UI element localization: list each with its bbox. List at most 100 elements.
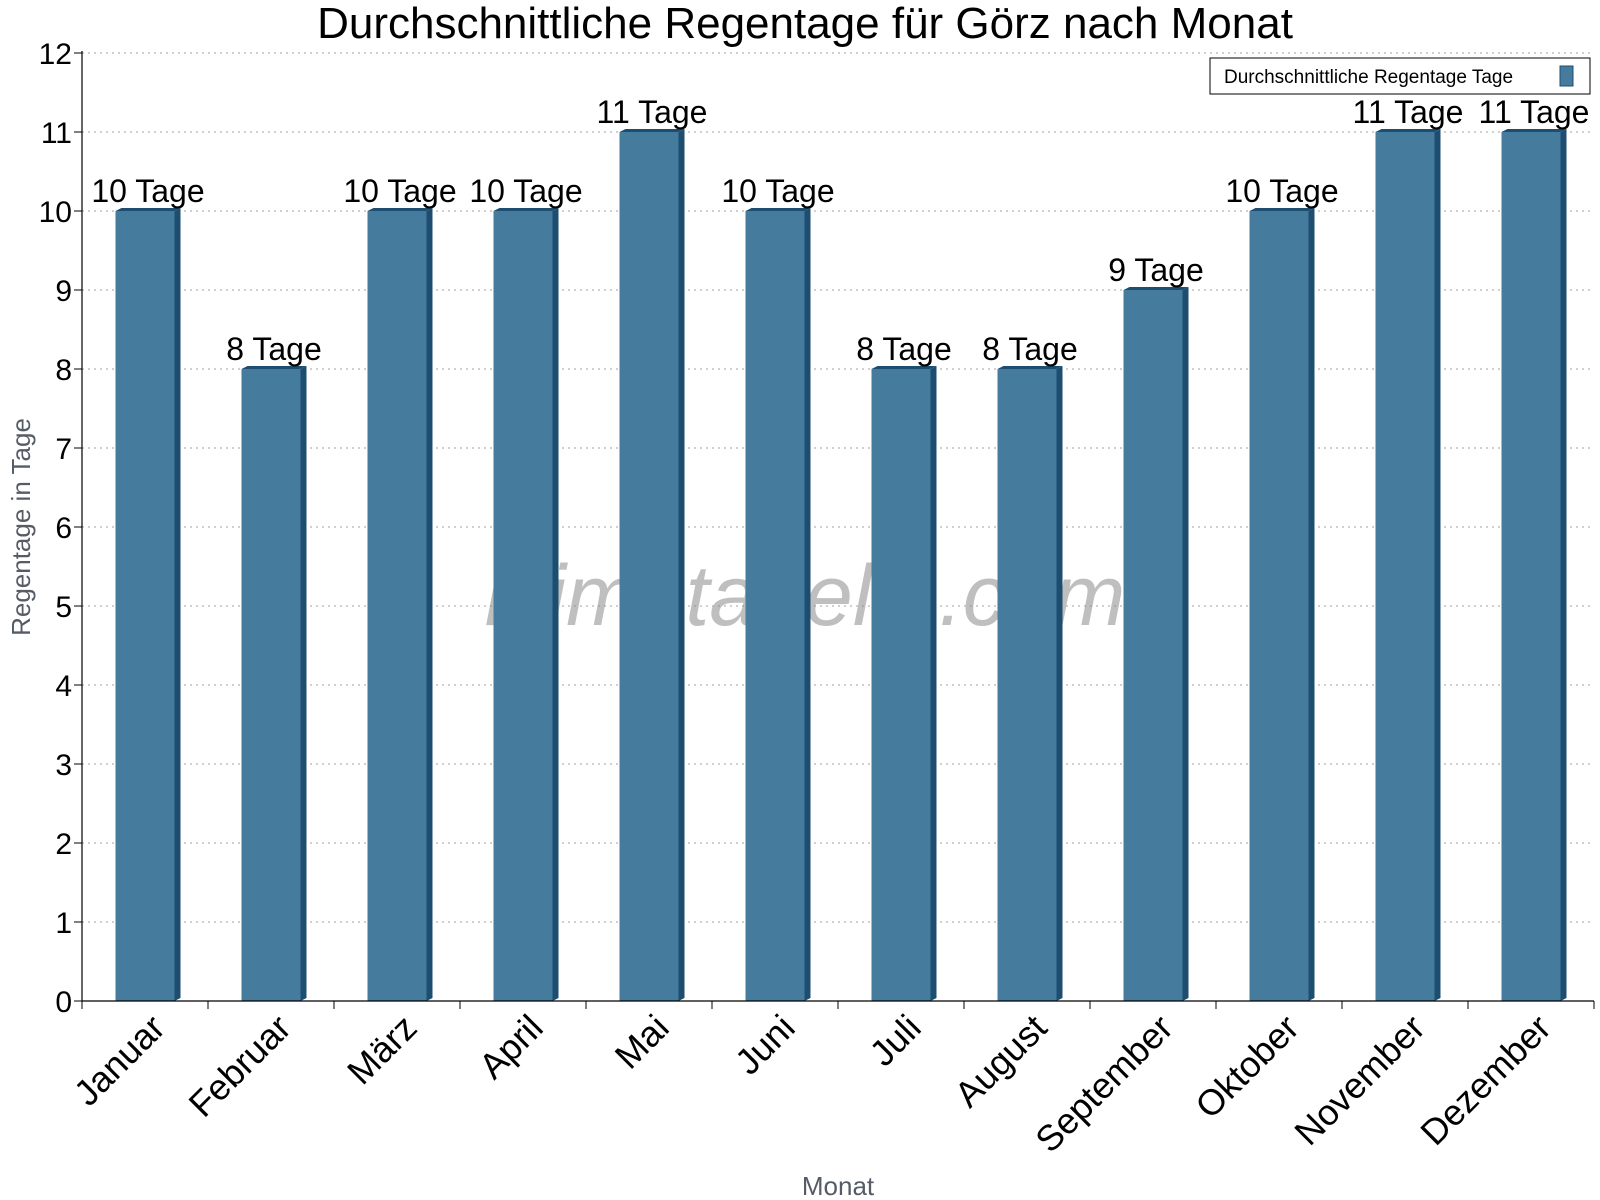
bar bbox=[367, 211, 427, 1001]
bar-top bbox=[1123, 287, 1189, 290]
bar-februar bbox=[241, 366, 307, 1001]
y-tick-label: 6 bbox=[55, 512, 72, 545]
y-tick-label: 1 bbox=[55, 907, 72, 940]
data-label: 11 Tage bbox=[597, 94, 708, 130]
x-tick-label: September bbox=[1027, 1007, 1181, 1161]
y-tick-label: 0 bbox=[55, 986, 72, 1019]
bar-side bbox=[1056, 366, 1063, 1001]
bar-januar bbox=[115, 208, 181, 1001]
bar-top bbox=[1501, 129, 1567, 132]
bar-juli bbox=[871, 366, 937, 1001]
data-label: 10 Tage bbox=[1225, 173, 1338, 209]
bar-april bbox=[493, 208, 559, 1001]
data-labels: 10 Tage 8 Tage 10 Tage 10 Tage 11 Tage 10 Tag… bbox=[91, 94, 1589, 367]
data-label: 8 Tage bbox=[226, 331, 322, 367]
x-tick-label: Juni bbox=[727, 1007, 803, 1083]
y-tick-label: 9 bbox=[55, 275, 72, 308]
bar-side bbox=[1308, 208, 1315, 1001]
bar bbox=[493, 211, 553, 1001]
bar-november bbox=[1375, 129, 1441, 1001]
data-label: 9 Tage bbox=[1108, 252, 1204, 288]
bar bbox=[115, 211, 175, 1001]
data-label: 11 Tage bbox=[1353, 94, 1464, 130]
bar-august bbox=[997, 366, 1063, 1001]
bar-top bbox=[493, 208, 559, 211]
bar-top bbox=[367, 208, 433, 211]
x-tick-label: November bbox=[1286, 1007, 1432, 1153]
data-label: 8 Tage bbox=[982, 331, 1078, 367]
x-tick-label: Januar bbox=[66, 1007, 173, 1114]
x-tick-label: Mai bbox=[607, 1007, 677, 1077]
y-tick-label: 10 bbox=[39, 196, 72, 229]
legend-swatch bbox=[1559, 65, 1574, 87]
legend: Durchschnittliche Regentage Tage bbox=[1209, 57, 1591, 95]
bar-top bbox=[1375, 129, 1441, 132]
y-tick-label: 4 bbox=[55, 670, 72, 703]
y-axis-label: Regentage in Tage bbox=[6, 418, 36, 636]
bar-top bbox=[619, 129, 685, 132]
bar-top bbox=[871, 366, 937, 369]
legend-box bbox=[1209, 57, 1591, 95]
bar-oktober bbox=[1249, 208, 1315, 1001]
bar-september bbox=[1123, 287, 1189, 1001]
data-label: 10 Tage bbox=[91, 173, 204, 209]
data-label: 11 Tage bbox=[1479, 94, 1590, 130]
chart-title: Durchschnittliche Regentage für Görz nac… bbox=[317, 0, 1293, 48]
bar-side bbox=[1560, 129, 1567, 1001]
y-tick-label: 7 bbox=[55, 433, 72, 466]
y-tick-label: 11 bbox=[41, 117, 72, 150]
y-tick-label: 3 bbox=[55, 749, 72, 782]
bar-side bbox=[678, 129, 685, 1001]
legend-entry-label: Durchschnittliche Regentage Tage bbox=[1224, 67, 1513, 88]
bar-side bbox=[930, 366, 937, 1001]
bar bbox=[619, 132, 679, 1001]
bar-top bbox=[115, 208, 181, 211]
data-label: 8 Tage bbox=[856, 331, 952, 367]
bar bbox=[1375, 132, 1435, 1001]
bar bbox=[1249, 211, 1309, 1001]
y-tick-label: 8 bbox=[55, 354, 72, 387]
data-label: 10 Tage bbox=[469, 173, 582, 209]
bar-side bbox=[552, 208, 559, 1001]
bars bbox=[115, 129, 1567, 1001]
bar-side bbox=[1182, 287, 1189, 1001]
x-tick-label: Oktober bbox=[1187, 1007, 1307, 1127]
bar-side bbox=[426, 208, 433, 1001]
x-tick-label: April bbox=[471, 1007, 551, 1087]
bar-side bbox=[174, 208, 181, 1001]
y-tick-label: 2 bbox=[55, 828, 72, 861]
bar bbox=[241, 369, 301, 1001]
bar bbox=[997, 369, 1057, 1001]
x-tick-label: Dezember bbox=[1412, 1007, 1558, 1153]
bar bbox=[1501, 132, 1561, 1001]
bar bbox=[871, 369, 931, 1001]
bar-juni bbox=[745, 208, 811, 1001]
x-axis-label: Monat bbox=[802, 1171, 875, 1200]
grid-lines bbox=[82, 52, 1594, 923]
bar bbox=[745, 211, 805, 1001]
bar-dezember bbox=[1501, 129, 1567, 1001]
x-axis-ticks: Januar Februar März April Mai Juni Juli AugustS… bbox=[66, 1001, 1595, 1161]
bar-top bbox=[241, 366, 307, 369]
bar bbox=[1123, 290, 1183, 1001]
x-tick-label: Juli bbox=[861, 1007, 928, 1074]
bar-top bbox=[1249, 208, 1315, 211]
bar-top bbox=[745, 208, 811, 211]
data-label: 10 Tage bbox=[343, 173, 456, 209]
data-label: 10 Tage bbox=[721, 173, 834, 209]
bar-märz bbox=[367, 208, 433, 1001]
bar-side bbox=[804, 208, 811, 1001]
axes bbox=[81, 51, 1594, 1002]
bar-top bbox=[997, 366, 1063, 369]
y-tick-label: 12 bbox=[39, 38, 72, 71]
bar-mai bbox=[619, 129, 685, 1001]
bar-side bbox=[1434, 129, 1441, 1001]
bar-side bbox=[300, 366, 307, 1001]
x-tick-label: März bbox=[339, 1007, 425, 1093]
x-tick-label: August bbox=[946, 1007, 1054, 1115]
x-tick-label: Februar bbox=[181, 1007, 299, 1125]
y-tick-label: 5 bbox=[55, 591, 72, 624]
